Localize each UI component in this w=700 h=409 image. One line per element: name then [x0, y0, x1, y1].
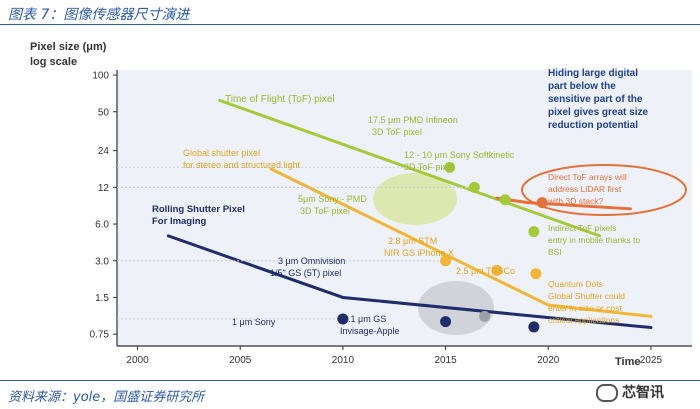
softkinetic-label-2: 3D ToF pixel	[404, 162, 454, 172]
y-tick-label: 12	[98, 183, 110, 194]
figure-title: 图表 7：图像传感器尺寸演进	[8, 7, 190, 23]
qd-note-3: enter in size or cost	[548, 303, 622, 313]
wechat-icon	[596, 384, 618, 402]
x-tick-label: 2020	[537, 355, 560, 366]
x-tick-label: 2010	[332, 355, 355, 366]
x-tick-label: 2005	[229, 355, 252, 366]
y-tick-label: 0.75	[90, 330, 110, 341]
y-tick-label: 50	[98, 107, 110, 118]
data-point-2	[499, 194, 511, 206]
qd-note: Quantum Dots	[548, 279, 603, 289]
rs-label: Rolling Shutter Pixel	[152, 204, 245, 215]
sony-1um-label: 1 μm Sony	[232, 317, 276, 327]
gs-label-2: for stereo and structured light	[183, 160, 301, 170]
gs-label: Global shutter pixel	[183, 148, 260, 158]
stm-label: 2.8 μm STM	[388, 236, 437, 246]
watermark-text: 芯智讯	[622, 385, 664, 401]
series-line-2	[166, 234, 653, 330]
data-point-10	[479, 310, 491, 322]
data-point-11	[528, 321, 540, 333]
pixel-size-chart: 2000 2005 2010 2015 2020 2025 100 50 24 12 6.0 3.0 1…	[30, 41, 692, 368]
x-tick-label: 2000	[126, 355, 149, 366]
pmd-label: 17.5 μm PMD Infineon	[368, 115, 458, 125]
series-line-1	[269, 167, 653, 318]
qd-note-2: Global Shutter could	[548, 291, 625, 301]
itof-note: Indirect ToF pixels	[548, 223, 616, 233]
sony-pmd-label: 5μm Sony - PMD	[298, 194, 367, 204]
itof-note-2: entry in mobile thanks to	[548, 235, 640, 245]
omnivision-label-2: 1/5" GS (5T) pixel	[270, 268, 341, 278]
y-tick-label: 6.0	[95, 220, 109, 231]
tof-bubble	[373, 173, 457, 225]
series-line-0	[218, 98, 602, 238]
dtof-note: Direct ToF arrays will	[548, 172, 627, 182]
data-point-0	[444, 161, 456, 173]
data-point-1	[468, 181, 480, 193]
dtof-note-3: with 3D stack?	[547, 196, 604, 206]
hiding-note-3: sensitive part of the	[548, 94, 643, 105]
x-tick-label: 2015	[434, 355, 457, 366]
hiding-note-4: pixel gives great size	[548, 107, 648, 118]
watermark: 芯智讯	[596, 382, 664, 402]
y-tick-label: 24	[98, 146, 110, 157]
stm-label-2: NIR GS iPhone X	[384, 248, 454, 258]
footer-rule	[0, 380, 700, 381]
data-point-7	[530, 268, 542, 280]
dtof-note-2: address LiDAR first	[548, 184, 622, 194]
y-tick-label: 100	[92, 71, 109, 82]
softkinetic-label: 12 - 10 μm Sony Softkinetic	[404, 150, 515, 160]
data-point-6	[491, 264, 503, 276]
itof-note-3: BSI	[548, 247, 562, 257]
source-note: 资料来源：yole，国盛证券研究所	[8, 390, 205, 405]
dtof-callout-ring	[521, 164, 687, 216]
omnivision-label: 3 μm Omnivision	[278, 256, 345, 266]
sony-pmd-label-2: 3D ToF pixel	[300, 206, 350, 216]
invisage-label: 1.1 μm GS	[343, 314, 386, 324]
y-axis-label-2: log scale	[30, 56, 77, 68]
title-rule	[0, 24, 700, 25]
qd-note-4: critical applications	[548, 315, 619, 325]
x-tick-label: 2025	[640, 355, 663, 366]
data-point-5	[440, 255, 452, 267]
data-point-8	[337, 313, 349, 325]
hiding-note: Hiding large digital	[548, 68, 638, 79]
y-tick-label: 1.5	[95, 293, 109, 304]
tpsco-label: 2.5 μm TPSCo	[456, 266, 515, 276]
hiding-note-5: reduction potential	[548, 120, 638, 131]
y-axis-label: Pixel size (μm)	[30, 41, 107, 53]
data-point-9	[440, 316, 452, 328]
hiding-note-2: part below the	[548, 81, 616, 92]
data-point-3	[528, 226, 540, 238]
rs-label-2: For Imaging	[152, 216, 207, 227]
invisage-label-2: Invisage-Apple	[340, 326, 400, 336]
pmd-label-2: 3D ToF pixel	[372, 127, 422, 137]
y-tick-label: 3.0	[95, 256, 109, 267]
tof-label: Time of Flight (ToF) pixel	[225, 94, 335, 105]
x-axis-label: Time	[615, 356, 640, 368]
